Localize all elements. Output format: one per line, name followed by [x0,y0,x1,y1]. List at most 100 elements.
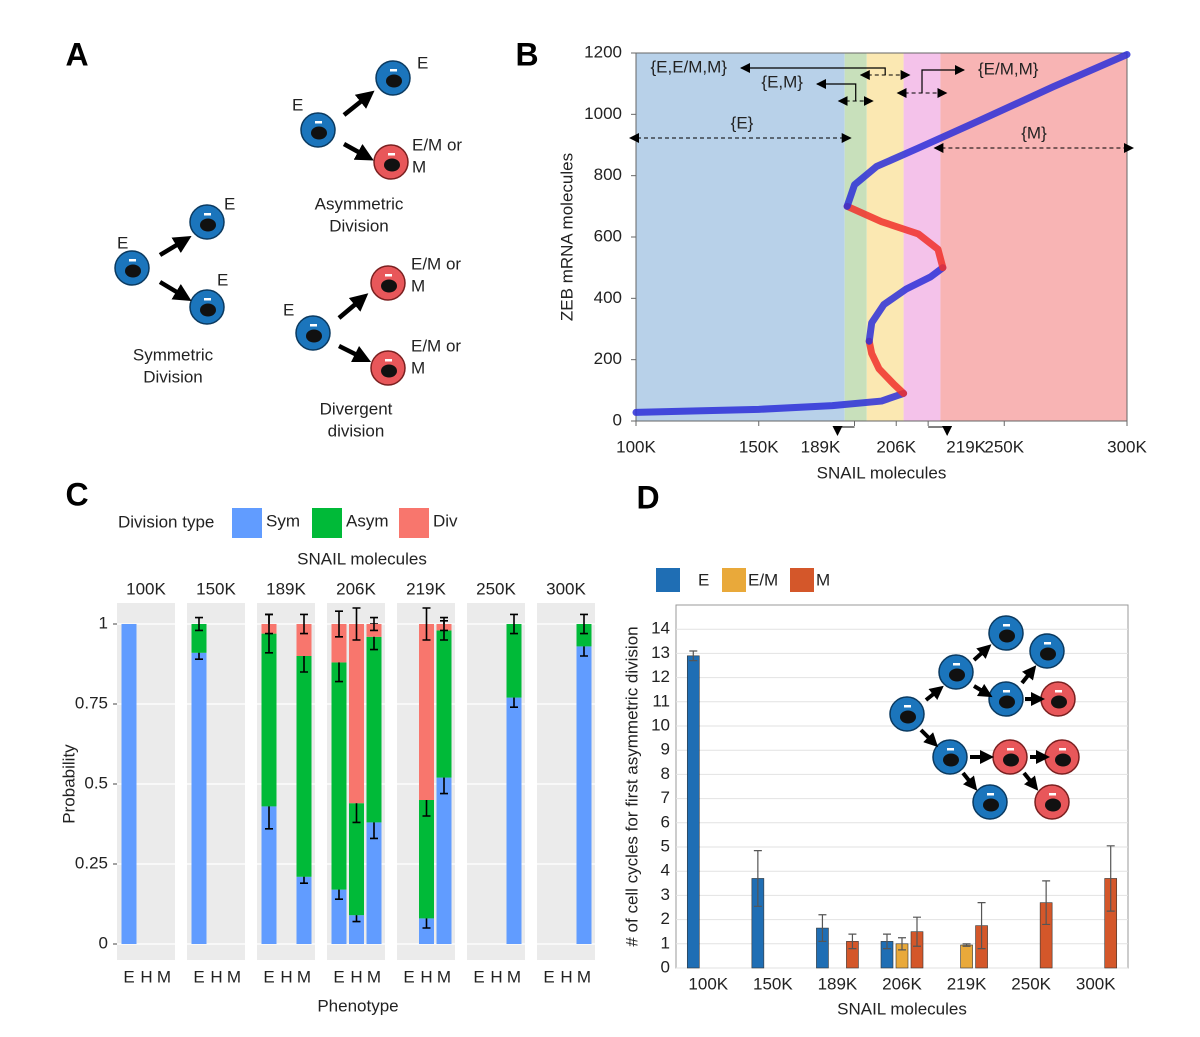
cell [1034,784,1070,820]
x-tick-label: M [577,967,591,986]
bar-segment [349,915,364,944]
x-tick-label: 100K [616,437,656,456]
y-tick-label: 800 [594,165,622,184]
error-bar [510,613,518,635]
cell [988,615,1024,651]
curve [843,51,1131,210]
error-bar [848,933,857,950]
x-tick-label: H [420,967,432,986]
y-tick-label: 200 [594,349,622,368]
bar-segment [506,624,522,698]
arrow [337,343,372,363]
arrow [919,728,939,748]
cell [992,739,1028,775]
y-tick-label: 7 [661,788,670,807]
cell [300,112,336,148]
y-tick-label: 5 [661,836,670,855]
bar-segment [366,636,382,823]
cell-label: E [224,194,235,213]
y-axis-label: # of cell cycles for first asymmetric di… [622,626,641,946]
cell-label: E [292,95,303,114]
x-tick-label: 250K [984,437,1024,456]
arrow [961,771,978,791]
facet-label: 300K [546,579,586,598]
cell [375,60,411,96]
caption: division [328,421,385,440]
cell [889,696,925,732]
arrow [337,293,369,320]
y-tick-label: 1 [99,613,108,632]
facet-label: 206K [336,579,376,598]
bar-segment [436,777,452,944]
x-tick-label: H [560,967,572,986]
legend-swatch [790,568,814,592]
cell [370,350,406,386]
cell-label: E/M or [412,135,462,154]
y-tick-label: 1000 [584,104,622,123]
y-axis-label: Probability [59,744,78,824]
y-tick-label: 1 [661,933,670,952]
x-tick-label: M [367,967,381,986]
error-bar [422,607,431,641]
caption: Division [143,367,203,386]
region-connector [921,65,965,93]
inset-diagram [889,615,1080,820]
bar-segment [576,624,592,647]
error-bar [883,933,891,950]
region-label: {E/M,M} [978,59,1039,78]
legend-swatch [656,568,680,592]
y-tick-label: 0 [661,957,670,976]
region-label: {M} [1021,123,1047,142]
legend-label: Sym [266,511,300,530]
x-tick-label: H [280,967,292,986]
y-tick-label: 1200 [584,42,622,61]
x-tick-label: 150K [753,974,793,993]
x-axis-label: SNAIL molecules [817,463,947,482]
region-connector [740,63,886,75]
error-bar [898,937,906,951]
x-tick-label: 206K [876,437,916,456]
x-tick-label: H [210,967,222,986]
y-tick-label: 10 [651,715,670,734]
x-tick-label: E [263,967,274,986]
cell-label: E [217,270,228,289]
x-tick-label: E [333,967,344,986]
arrow [972,683,993,698]
region-connector [816,79,857,101]
y-tick-label: 14 [651,619,670,638]
region-label: {E,E/M,M} [650,57,727,76]
x-tick-label: E [543,967,554,986]
x-tick-label: H [350,967,362,986]
x-tick-label: 189K [801,437,841,456]
cell-label: M [411,276,425,295]
cell [1044,739,1080,775]
cell [114,250,150,286]
x-tick-label: M [157,967,171,986]
arrow [342,90,375,117]
bar-segment [191,652,207,944]
x-tick-label: 300K [1076,974,1116,993]
y-tick-label: 0 [99,933,108,952]
cell-label: E/M or [411,254,461,273]
x-tick-label: M [297,967,311,986]
facet-label: 250K [476,579,516,598]
legend-title: Division type [118,512,214,531]
facet-label: 189K [266,579,306,598]
bar-segment [506,697,522,944]
error-bar [1042,880,1051,926]
region [866,53,904,421]
region-label: {E,M} [761,72,803,91]
error-bar [1106,845,1115,912]
bar-segment [331,889,347,944]
arrow [972,644,992,662]
legend-swatch [232,508,262,538]
error-bar [913,916,921,947]
cell [189,289,225,325]
y-tick-label: 0.75 [75,693,108,712]
y-tick-label: 0 [613,410,622,429]
cell [938,654,974,690]
error-bar [195,616,203,632]
x-tick-label: H [490,967,502,986]
bar [686,655,700,969]
